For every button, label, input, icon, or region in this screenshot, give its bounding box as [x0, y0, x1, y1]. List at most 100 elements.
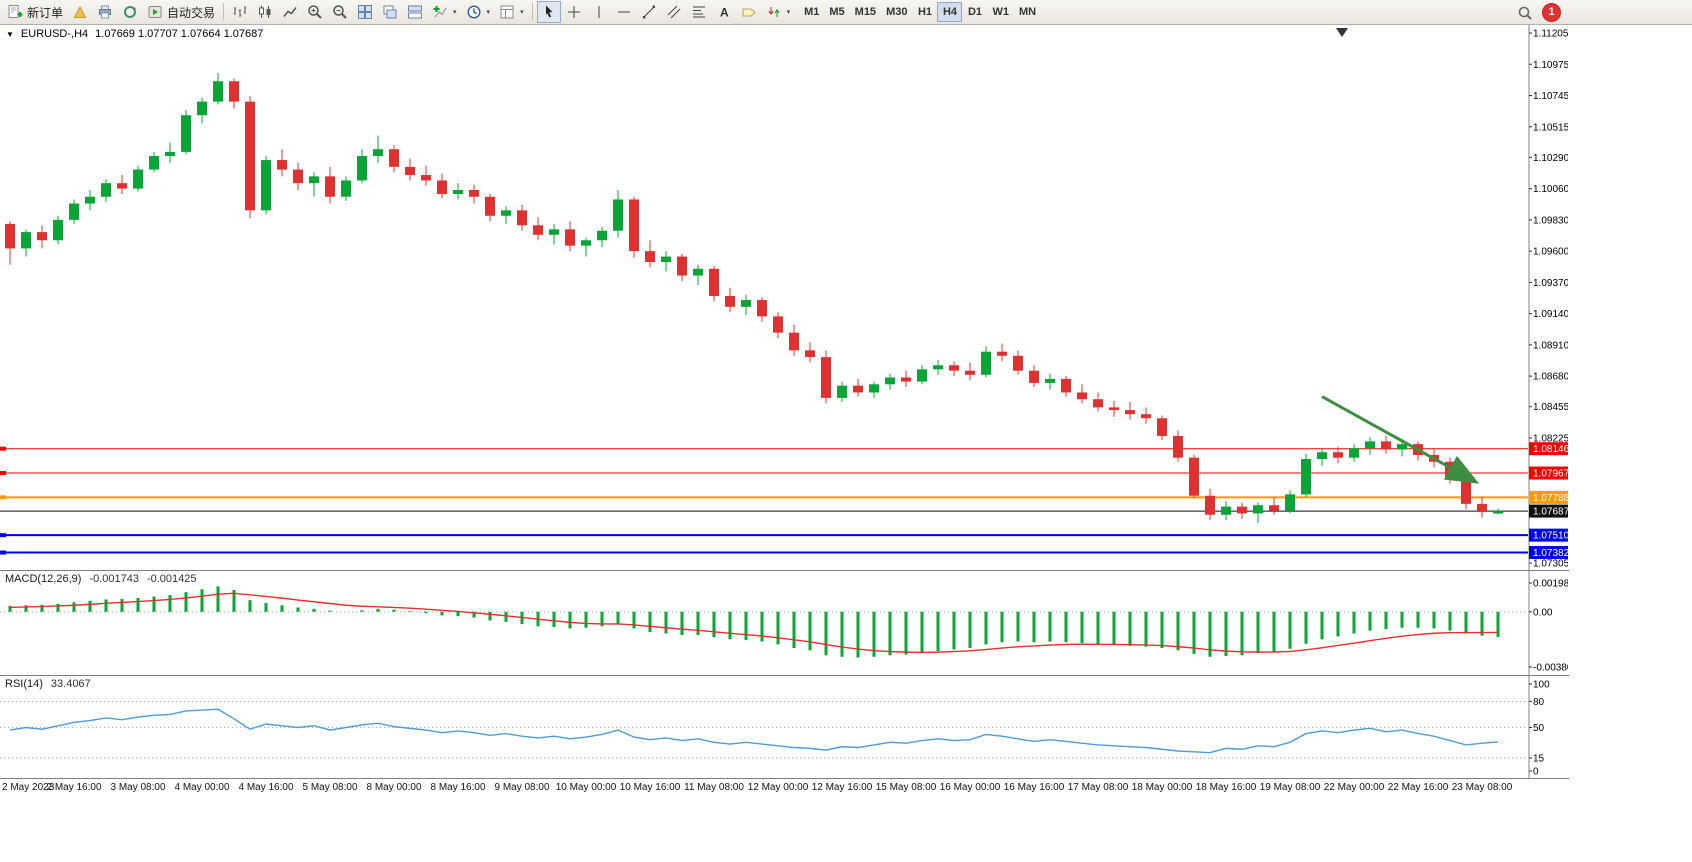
zoom-in-button[interactable] [303, 1, 327, 23]
candle [789, 332, 799, 351]
candle [821, 357, 831, 398]
crosshair-icon [567, 6, 580, 18]
candle [709, 268, 719, 296]
rsi-line [9, 708, 1499, 754]
candle [597, 230, 607, 241]
tf-h1-button[interactable]: H1 [912, 2, 937, 22]
x-axis-label: 16 May 16:00 [1003, 782, 1065, 793]
candle [613, 199, 623, 231]
fibonacci-button[interactable] [687, 1, 711, 23]
macd-header: MACD(12,26,9) -0.001743 -0.001425 [5, 573, 197, 585]
candle [661, 256, 671, 262]
price-tick-label: 1.10975 [1533, 60, 1568, 71]
price-tick-label: 1.08455 [1533, 402, 1568, 413]
vline-button[interactable] [587, 1, 611, 23]
vertical-line-icon [598, 6, 600, 18]
price-badge-label: 1.07687 [1533, 507, 1568, 518]
candle [933, 365, 943, 370]
new-chart-button[interactable] [68, 1, 92, 23]
chart-window[interactable]: ▼ EURUSD-,H4 1.07669 1.07707 1.07664 1.0… [0, 25, 1569, 798]
cursor-icon [545, 5, 553, 18]
tf-m15-button[interactable]: M15 [850, 2, 881, 22]
tf-mn-button[interactable]: MN [1014, 2, 1041, 22]
candle [549, 229, 559, 235]
chart-bars-button[interactable] [228, 1, 252, 23]
macd-canvas[interactable]: 0.001982 0.00 -0.003804 [0, 571, 1568, 676]
new-order-button[interactable]: 新订单 [3, 1, 67, 23]
candle [85, 196, 95, 204]
label-button[interactable] [737, 1, 761, 23]
trendline-button[interactable] [637, 1, 661, 23]
candle [1221, 506, 1231, 515]
x-axis-label: 18 May 16:00 [1195, 782, 1257, 793]
price-badge [1529, 490, 1568, 504]
price-badge-label: 1.07382 [1533, 548, 1568, 559]
candle [309, 176, 319, 184]
arrange-windows-button[interactable] [403, 1, 427, 23]
tf-d1-button[interactable]: D1 [962, 2, 987, 22]
templates-button[interactable]: ▾ [495, 1, 528, 23]
tf-w1-button[interactable]: W1 [987, 2, 1014, 22]
candle [1461, 479, 1471, 504]
chart-shift-marker [1336, 28, 1348, 37]
candle [181, 115, 191, 152]
search-button[interactable] [1513, 2, 1537, 24]
x-axis-label: 9 May 08:00 [494, 782, 550, 793]
channel-icon [667, 5, 680, 19]
x-axis-label: 4 May 16:00 [238, 782, 294, 793]
rsi-panel[interactable]: RSI(14) 33.4067 100 80 50 15 0 [0, 675, 1569, 779]
candle [869, 384, 879, 393]
notifications-badge[interactable]: 1 [1543, 4, 1560, 21]
candle [165, 151, 175, 156]
x-axis-label: 23 May 08:00 [1451, 782, 1513, 793]
print-button[interactable] [93, 1, 117, 23]
price-badge-label: 1.07967 [1533, 469, 1568, 480]
new-chart-icon [73, 5, 87, 18]
price-tick-label: 1.10515 [1533, 122, 1568, 133]
candle [1077, 392, 1087, 400]
candle [1317, 452, 1327, 460]
tf-m5-button[interactable]: M5 [824, 2, 849, 22]
text-button[interactable]: A [712, 1, 736, 23]
cascade-windows-button[interactable] [378, 1, 402, 23]
price-chart-canvas[interactable]: 1.11205 1.10975 1.10745 1.10515 1.10290 1.100… [0, 25, 1568, 570]
chart-candles-button[interactable] [253, 1, 277, 23]
autotrading-button[interactable]: 自动交易 [143, 1, 219, 23]
macd-signal-line [9, 592, 1499, 654]
tf-m1-button[interactable]: M1 [799, 2, 824, 22]
time-axis[interactable]: 2 May 2023 2 May 16:00 3 May 08:00 4 May 00… [0, 778, 1569, 798]
chart-symbol-header: ▼ EURUSD-,H4 1.07669 1.07707 1.07664 1.0… [6, 28, 263, 40]
x-axis-label: 10 May 16:00 [619, 782, 681, 793]
candle [501, 210, 511, 216]
indicators-button[interactable]: ▾ [428, 1, 461, 23]
price-panel[interactable]: ▼ EURUSD-,H4 1.07669 1.07707 1.07664 1.0… [0, 25, 1569, 570]
candle [629, 199, 639, 252]
arrows-button[interactable]: ▾ [762, 1, 795, 23]
rsi-tick-label: 15 [1533, 753, 1545, 764]
tile-windows-button[interactable] [353, 1, 377, 23]
channel-button[interactable] [662, 1, 686, 23]
cursor-button[interactable] [536, 1, 561, 23]
price-badge [1529, 466, 1568, 480]
price-tick-label: 1.08680 [1533, 372, 1568, 383]
candle [805, 350, 815, 358]
refresh-button[interactable] [118, 1, 142, 23]
crosshair-button[interactable] [562, 1, 586, 23]
candle [1285, 494, 1295, 511]
price-tick-label: 1.08225 [1533, 433, 1568, 444]
candle [1045, 378, 1055, 383]
macd-panel[interactable]: MACD(12,26,9) -0.001743 -0.001425 0.0019… [0, 570, 1569, 676]
tf-m30-button[interactable]: M30 [881, 2, 912, 22]
candle [693, 268, 703, 276]
zoom-out-button[interactable] [328, 1, 352, 23]
candle [1157, 418, 1167, 436]
symbol-dropdown-icon[interactable]: ▼ [6, 29, 14, 39]
periods-button[interactable]: ▾ [462, 1, 495, 23]
templates-icon [500, 5, 514, 19]
tf-h4-button[interactable]: H4 [937, 2, 963, 22]
symbol-period-label: EURUSD-,H4 [20, 28, 89, 40]
rsi-canvas[interactable]: 100 80 50 15 0 [0, 676, 1568, 779]
hline-button[interactable] [612, 1, 636, 23]
rsi-tick-label: 0 [1533, 767, 1539, 778]
chart-line-button[interactable] [278, 1, 302, 23]
